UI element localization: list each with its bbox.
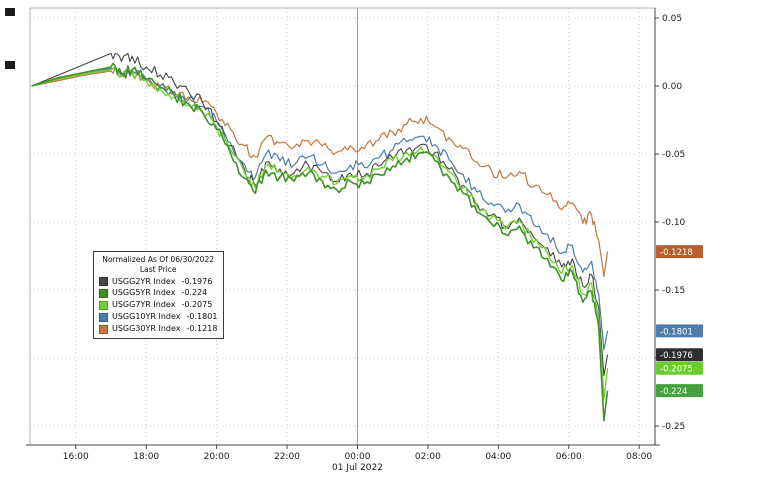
x-tick-label: 08:00 — [626, 452, 652, 462]
y-tick-label: -0.15 — [662, 286, 685, 296]
screen-artifact-top — [5, 8, 15, 16]
badge-background — [656, 324, 703, 338]
legend-label: USGG30YR Index — [112, 323, 181, 333]
legend-value: -0.1218 — [186, 323, 218, 333]
y-tick-label: 0.00 — [662, 82, 682, 92]
badge-background — [656, 361, 703, 375]
x-tick-label: 04:00 — [485, 452, 511, 462]
series-line-usgg30yr — [31, 67, 609, 277]
last-price-badge-usgg7yr: -0.2075 — [656, 361, 703, 375]
x-tick-label: 02:00 — [415, 452, 441, 462]
legend-swatch-icon — [99, 289, 108, 299]
y-tick-label: -0.25 — [662, 422, 685, 432]
badge-value: -0.1801 — [660, 327, 693, 337]
series-line-usgg7yr — [31, 67, 609, 400]
legend-value: -0.1801 — [186, 311, 218, 321]
legend-item: USGG10YR Index -0.1801 — [99, 312, 217, 323]
legend-rows: USGG2YR Index -0.1976 USGG5YR Index -0.224 U… — [99, 277, 217, 335]
badge-value: -0.224 — [660, 387, 687, 397]
last-price-badge-usgg2yr: -0.1976 — [656, 348, 703, 362]
x-tick-label: 18:00 — [133, 452, 159, 462]
x-tick-label: 16:00 — [63, 452, 89, 462]
x-tick-label: 00:00 — [344, 452, 370, 462]
legend-item: USGG30YR Index -0.1218 — [99, 324, 217, 335]
y-tick-label: -0.05 — [662, 150, 685, 160]
legend-item: USGG2YR Index -0.1976 — [99, 277, 217, 288]
legend-swatch-icon — [99, 324, 108, 334]
legend-label: USGG7YR Index — [112, 300, 176, 310]
legend-item: USGG7YR Index -0.2075 — [99, 300, 217, 311]
last-price-badge-usgg10yr: -0.1801 — [656, 324, 703, 338]
legend-value: -0.224 — [181, 288, 208, 298]
screen-artifact-mid — [5, 61, 15, 69]
badge-background — [656, 245, 703, 259]
badge-value: -0.2075 — [660, 365, 693, 375]
badge-background — [656, 384, 703, 398]
series-line-usgg5yr — [31, 62, 609, 422]
legend-swatch-icon — [99, 300, 108, 310]
legend-item: USGG5YR Index -0.224 — [99, 288, 217, 299]
x-axis-date-label: 01 Jul 2022 — [332, 463, 383, 473]
badge-value: -0.1218 — [660, 248, 693, 258]
legend-label: USGG2YR Index — [112, 276, 176, 286]
x-tick-label: 20:00 — [204, 452, 230, 462]
series-line-usgg2yr — [31, 52, 609, 377]
series-line-usgg10yr — [31, 65, 609, 351]
legend-title: Normalized As Of 06/30/2022 — [102, 255, 215, 264]
x-tick-label: 06:00 — [556, 452, 582, 462]
last-price-badge-usgg5yr: -0.224 — [656, 384, 703, 398]
legend-value: -0.2075 — [181, 300, 213, 310]
chart-legend: Normalized As Of 06/30/2022 Last Price U… — [93, 251, 225, 340]
legend-swatch-icon — [99, 277, 108, 287]
legend-label: USGG10YR Index — [112, 311, 181, 321]
legend-subtitle: Last Price — [139, 265, 177, 275]
legend-label: USGG5YR Index — [112, 288, 176, 298]
legend-swatch-icon — [99, 312, 108, 322]
y-tick-label: -0.10 — [662, 218, 686, 228]
legend-value: -0.1976 — [181, 276, 213, 286]
y-tick-label: 0.05 — [662, 14, 682, 24]
x-tick-label: 22:00 — [274, 452, 300, 462]
badge-value: -0.1976 — [660, 351, 693, 361]
badge-background — [656, 348, 703, 362]
last-price-badge-usgg30yr: -0.1218 — [656, 245, 703, 259]
